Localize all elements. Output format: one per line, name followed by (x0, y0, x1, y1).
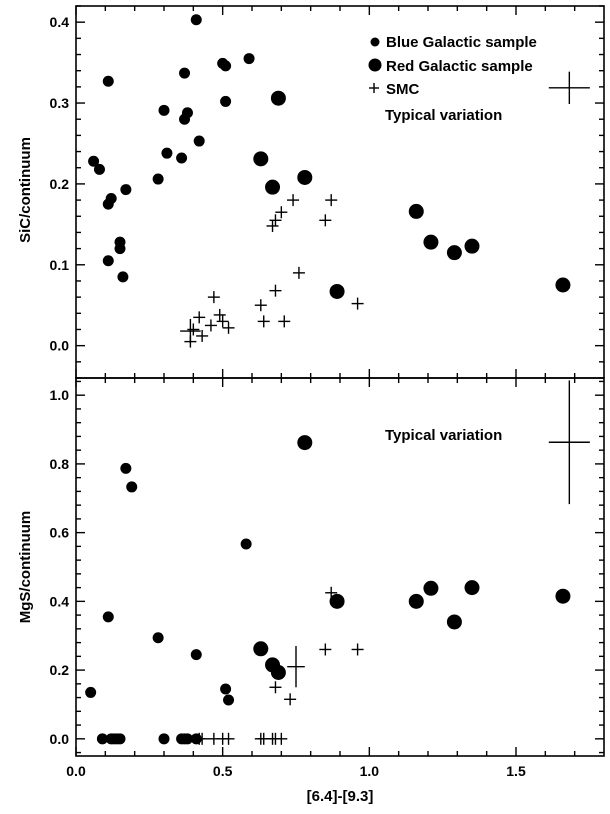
red-galactic-point (297, 169, 313, 185)
blue-galactic-point (105, 192, 117, 204)
blue-galactic-point (158, 104, 170, 116)
y-tick-label: 0.1 (50, 257, 70, 273)
y-tick-label: 0.0 (50, 731, 70, 747)
red-galactic-point (408, 593, 424, 609)
blue-galactic-point (117, 271, 129, 283)
x-tick-label: 1.0 (360, 763, 380, 779)
y-tick-label: 0.8 (50, 456, 70, 472)
blue-galactic-point (220, 60, 232, 72)
red-galactic-point (329, 283, 345, 299)
blue-galactic-point (96, 733, 108, 745)
red-galactic-point (464, 238, 480, 254)
blue-galactic-point (120, 184, 132, 196)
blue-galactic-point (223, 694, 235, 706)
blue-galactic-point (220, 95, 232, 107)
red-galactic-point (265, 179, 281, 195)
blue-galactic-point (193, 135, 205, 147)
y-tick-label: 0.4 (50, 14, 70, 30)
legend-label-blue-galactic: Blue Galactic sample (386, 34, 537, 51)
blue-galactic-point (120, 462, 132, 474)
x-tick-label: 1.5 (506, 763, 526, 779)
blue-galactic-point (176, 152, 188, 164)
red-galactic-point (423, 234, 439, 250)
blue-galactic-point (181, 733, 193, 745)
red-galactic-point (270, 664, 286, 680)
blue-galactic-point (179, 67, 191, 79)
legend-marker-blue-galactic (370, 37, 380, 47)
blue-galactic-point (114, 733, 126, 745)
x-tick-label: 0.5 (213, 763, 233, 779)
top-y-axis-label: SiC/continuum (17, 137, 34, 243)
blue-galactic-point (158, 733, 170, 745)
red-galactic-point (464, 580, 480, 596)
y-tick-label: 1.0 (50, 387, 70, 403)
y-tick-label: 0.0 (50, 338, 70, 354)
legend-marker-smc (369, 83, 379, 93)
red-galactic-point (408, 203, 424, 219)
bottom-panel-frame (75, 377, 605, 757)
bottom-y-axis-label: MgS/continuum (17, 511, 34, 624)
blue-galactic-point (85, 686, 97, 698)
legend-marker-red-galactic (368, 58, 382, 72)
legend-label-smc: SMC (386, 81, 420, 98)
y-tick-label: 0.4 (50, 593, 70, 609)
blue-galactic-point (190, 649, 202, 661)
blue-galactic-point (161, 147, 173, 159)
blue-galactic-point (190, 14, 202, 26)
x-axis-label: [6.4]-[9.3] (307, 788, 374, 805)
chart-marks: 0.0 0.1 0.2 0.3 0.4 0.0 0.5 1.0 1.5 0.0 0.2 0.4 0.6 0… (50, 5, 604, 779)
legend-label-red-galactic: Red Galactic sample (386, 58, 533, 75)
blue-galactic-point (126, 481, 138, 493)
blue-galactic-point (181, 107, 193, 119)
blue-galactic-point (102, 75, 114, 87)
blue-galactic-point (240, 538, 252, 550)
y-tick-label: 0.6 (50, 525, 70, 541)
y-tick-label: 0.2 (50, 662, 70, 678)
blue-galactic-point (152, 632, 164, 644)
red-galactic-point (423, 580, 439, 596)
blue-galactic-point (102, 611, 114, 623)
blue-galactic-point (93, 163, 105, 175)
y-tick-label: 0.2 (50, 176, 70, 192)
blue-galactic-point (102, 255, 114, 267)
red-galactic-point (555, 277, 571, 293)
red-galactic-point (253, 641, 269, 657)
y-tick-label: 0.3 (50, 95, 70, 111)
red-galactic-point (253, 151, 269, 167)
typical-variation-label-top: Typical variation (385, 107, 502, 124)
red-galactic-point (446, 245, 462, 261)
blue-galactic-point (88, 155, 100, 167)
typical-variation-label-bottom: Typical variation (385, 427, 502, 444)
x-tick-label: 0.0 (66, 763, 86, 779)
blue-galactic-point (152, 173, 164, 185)
red-galactic-point (329, 593, 345, 609)
red-galactic-point (297, 435, 313, 451)
red-galactic-point (555, 588, 571, 604)
red-galactic-point (446, 614, 462, 630)
legend: Blue Galactic sample Red Galactic sample… (368, 34, 537, 98)
red-galactic-point (270, 90, 286, 106)
blue-galactic-point (243, 53, 255, 65)
blue-galactic-point (114, 243, 126, 255)
blue-galactic-point (220, 683, 232, 695)
